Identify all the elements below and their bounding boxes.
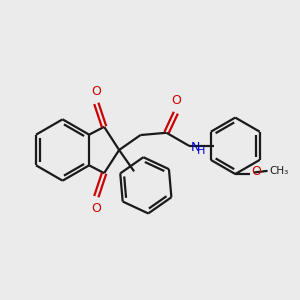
- Text: O: O: [92, 85, 101, 98]
- Text: O: O: [171, 94, 181, 107]
- Text: N: N: [190, 141, 200, 154]
- Text: H: H: [196, 146, 205, 156]
- Text: O: O: [92, 202, 101, 215]
- Text: O: O: [251, 165, 261, 178]
- Text: CH₃: CH₃: [269, 166, 288, 176]
